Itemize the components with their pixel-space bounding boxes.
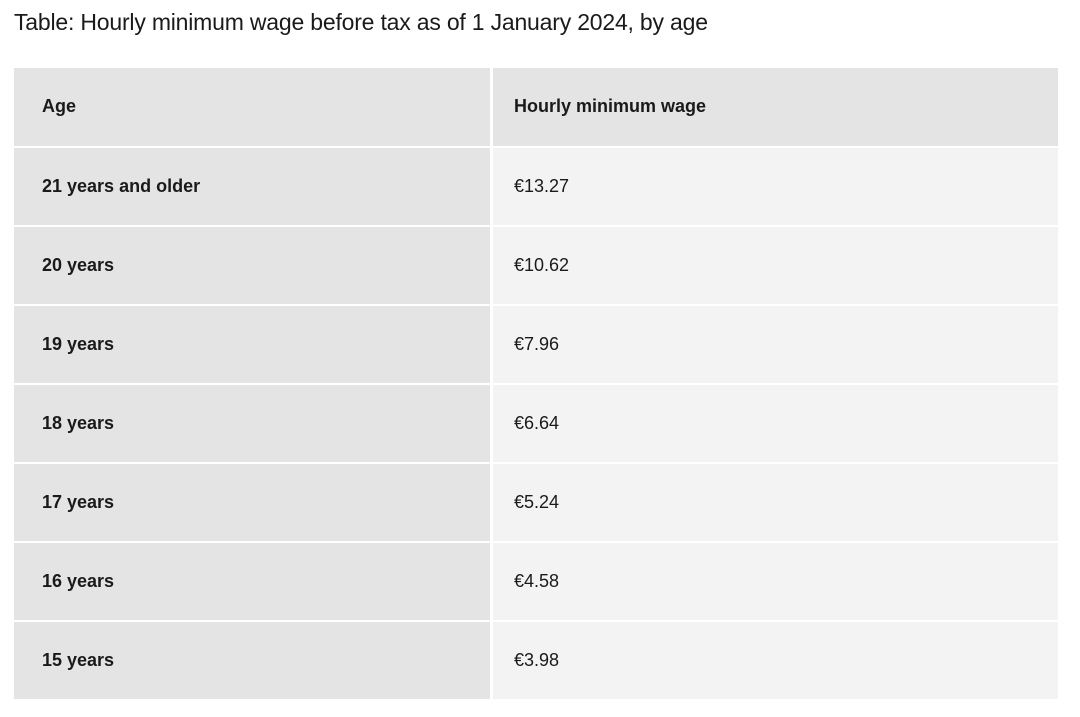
wage-cell: €6.64 <box>493 384 1058 462</box>
age-cell: 17 years <box>14 463 490 541</box>
table-row: 17 years €5.24 <box>14 463 1058 541</box>
table-row: 19 years €7.96 <box>14 305 1058 383</box>
page: Table: Hourly minimum wage before tax as… <box>14 9 1058 699</box>
table-row: 21 years and older €13.27 <box>14 147 1058 225</box>
age-cell: 16 years <box>14 542 490 620</box>
page-title: Table: Hourly minimum wage before tax as… <box>14 9 708 35</box>
wage-cell: €10.62 <box>493 226 1058 304</box>
table-row: 16 years €4.58 <box>14 542 1058 620</box>
column-header-wage: Hourly minimum wage <box>493 67 1058 146</box>
age-cell: 18 years <box>14 384 490 462</box>
column-header-age: Age <box>14 67 490 146</box>
table-row: 20 years €10.62 <box>14 226 1058 304</box>
age-cell: 20 years <box>14 226 490 304</box>
wage-cell: €3.98 <box>493 621 1058 699</box>
table-header-row: Age Hourly minimum wage <box>14 67 1058 146</box>
age-cell: 19 years <box>14 305 490 383</box>
wage-cell: €5.24 <box>493 463 1058 541</box>
age-cell: 15 years <box>14 621 490 699</box>
age-cell: 21 years and older <box>14 147 490 225</box>
wage-cell: €4.58 <box>493 542 1058 620</box>
wage-cell: €7.96 <box>493 305 1058 383</box>
minimum-wage-table: Age Hourly minimum wage 21 years and old… <box>14 67 1058 699</box>
table-row: 18 years €6.64 <box>14 384 1058 462</box>
wage-cell: €13.27 <box>493 147 1058 225</box>
table-row: 15 years €3.98 <box>14 621 1058 699</box>
